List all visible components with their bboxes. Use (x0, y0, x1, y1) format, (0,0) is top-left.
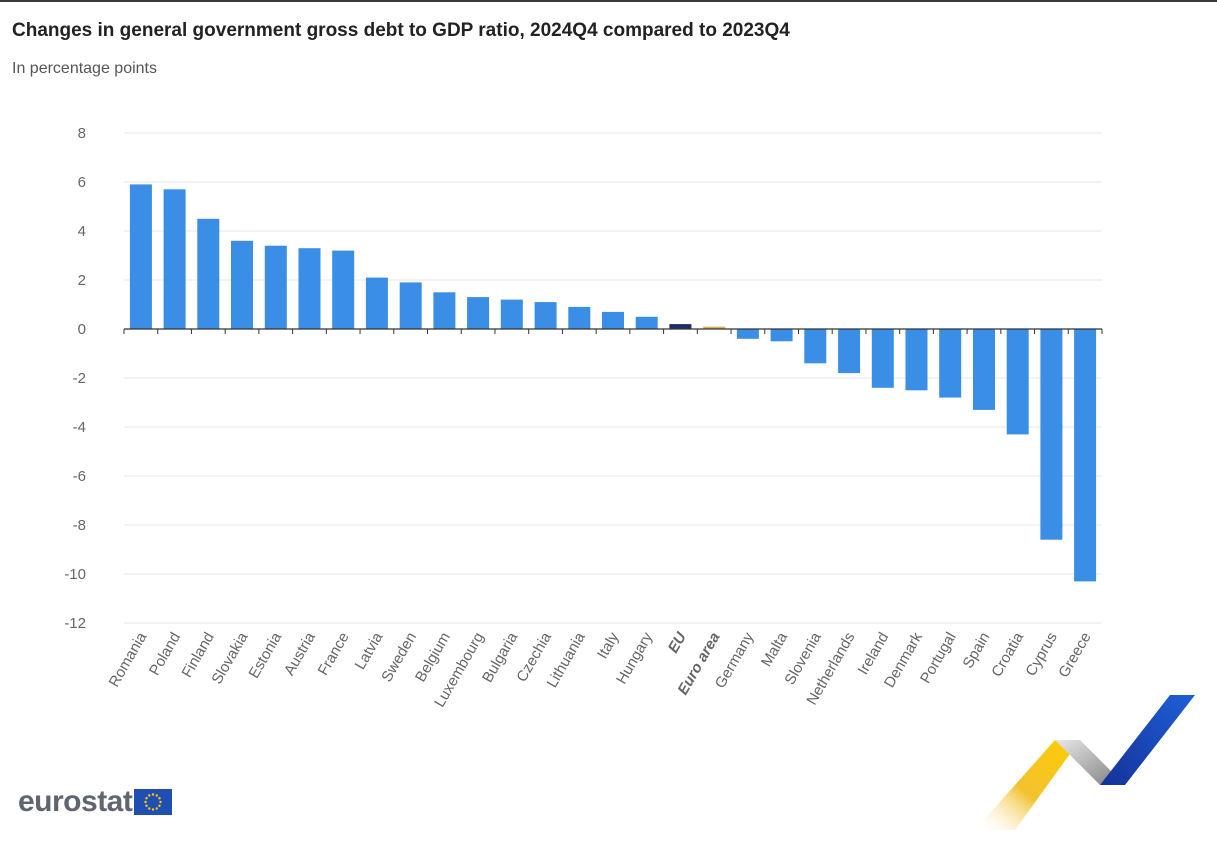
x-tick-label: Romania (106, 629, 151, 690)
bar-france (332, 250, 355, 329)
x-tick-label: France (315, 630, 353, 679)
bar-hungary (635, 316, 658, 330)
x-tick-label: EU (665, 628, 691, 656)
bar-slovenia (804, 329, 827, 364)
y-tick-label: -6 (73, 468, 86, 485)
x-tick-label: Estonia (245, 629, 285, 681)
grey-ribbon-shape (1055, 740, 1125, 785)
y-tick-label: 4 (78, 223, 86, 240)
x-tick-label: Spain (960, 630, 994, 672)
y-tick-label: 6 (78, 174, 86, 191)
x-tick-label: Malta (758, 629, 791, 670)
bar-croatia (1006, 329, 1029, 435)
bar-bulgaria (500, 299, 523, 329)
x-tick-label: Italy (594, 629, 623, 662)
bar-denmark (905, 329, 928, 391)
y-tick-label: 2 (78, 272, 86, 289)
x-tick-label: Latvia (352, 629, 387, 673)
y-tick-label: -12 (64, 615, 86, 632)
bar-lithuania (568, 306, 591, 329)
bar-czechia (534, 302, 557, 329)
bar-sweden (399, 282, 422, 329)
x-tick-label: Austria (281, 629, 319, 678)
bar-greece (1074, 329, 1097, 582)
bar-latvia (365, 277, 388, 329)
top-border (0, 0, 1217, 2)
bar-ireland (871, 329, 894, 388)
bar-portugal (939, 329, 962, 398)
eu-flag-icon (134, 789, 173, 815)
bar-euro-area (703, 326, 726, 329)
y-tick-label: -4 (73, 419, 86, 436)
eurostat-logo: eurostat (18, 785, 173, 819)
y-tick-label: -2 (73, 370, 86, 387)
bar-belgium (433, 292, 456, 330)
bar-netherlands (838, 329, 861, 374)
bar-eu (669, 324, 692, 329)
bar-cyprus (1040, 329, 1063, 540)
eurostat-decorative-ribbon (975, 695, 1195, 830)
bar-romania (129, 184, 152, 329)
x-tick-label: Greece (1055, 630, 1094, 681)
bar-finland (197, 218, 220, 330)
chart-title: Changes in general government gross debt… (12, 20, 790, 41)
chart-subtitle: In percentage points (12, 60, 157, 77)
blue-ribbon-shape (1100, 695, 1195, 785)
bar-austria (298, 248, 321, 329)
logo-text: eurostat (18, 785, 133, 818)
y-tick-label: 8 (78, 125, 86, 142)
y-tick-label: 0 (78, 321, 86, 338)
y-tick-label: -10 (64, 566, 86, 583)
y-tick-label: -8 (73, 517, 86, 534)
bar-slovakia (231, 240, 253, 329)
bar-italy (602, 311, 624, 329)
bar-spain (973, 329, 995, 410)
bar-luxembourg (467, 297, 490, 329)
bar-poland (163, 189, 186, 329)
bar-malta (770, 329, 793, 342)
bar-germany (736, 329, 759, 339)
bar-estonia (264, 245, 287, 329)
yellow-ribbon-shape (975, 740, 1080, 830)
x-tick-label: Croatia (988, 629, 1027, 680)
